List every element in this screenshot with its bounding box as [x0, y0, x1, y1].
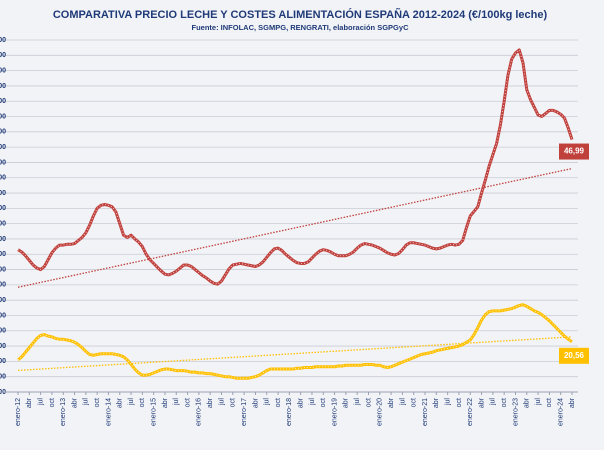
x-tick-label: enero-16: [196, 398, 203, 426]
y-tick-label: 24,00: [0, 312, 6, 319]
x-tick-label: enero-13: [60, 398, 67, 426]
x-tick-label: enero-19: [331, 398, 338, 426]
y-tick-label: 42,00: [0, 175, 6, 182]
x-tick-label: abr: [478, 397, 485, 408]
y-tick-label: 32,00: [0, 251, 6, 258]
x-tick-label: abr: [71, 397, 78, 408]
x-tick-label: oct: [275, 398, 282, 407]
x-tick-label: jul: [264, 398, 271, 406]
y-tick-label: 48,00: [0, 129, 6, 136]
x-tick-label: jul: [354, 398, 361, 406]
x-tick-label: abr: [252, 397, 259, 408]
y-tick-label: 28,00: [0, 282, 6, 289]
x-tick-label: abr: [343, 397, 350, 408]
y-tick-label: 46,00: [0, 144, 6, 151]
x-tick-label: jul: [444, 398, 451, 406]
x-tick-label: jul: [309, 398, 316, 406]
x-tick-label: abr: [569, 397, 576, 408]
end-label-box: [559, 347, 589, 364]
y-tick-label: 40,00: [0, 190, 6, 197]
y-tick-label: 38,00: [0, 205, 6, 212]
x-tick-label: jul: [128, 398, 135, 406]
y-tick-label: 50,00: [0, 113, 6, 120]
x-tick-label: oct: [320, 398, 327, 407]
x-tick-label: abr: [524, 397, 531, 408]
y-tick-label: 44,00: [0, 159, 6, 166]
x-tick-label: enero-12: [15, 398, 22, 426]
x-tick-label: oct: [230, 398, 237, 407]
x-tick-label: enero-18: [286, 398, 293, 426]
y-tick-label: 34,00: [0, 236, 6, 243]
x-tick-label: enero-20: [377, 398, 384, 426]
x-tick-label: abr: [26, 397, 33, 408]
trend-line: [17, 336, 573, 372]
x-tick-label: oct: [184, 398, 191, 407]
x-tick-label: oct: [94, 398, 101, 407]
chart-subtitle: Fuente: INFOLAC, SGMPG, RENGRATI, elabor…: [192, 23, 410, 32]
y-tick-label: 60,00: [0, 37, 6, 44]
x-tick-label: enero-17: [241, 398, 248, 426]
x-tick-label: abr: [207, 397, 214, 408]
end-label: 46,99: [564, 147, 585, 156]
x-tick-label: oct: [546, 398, 553, 407]
y-tick-label: 26,00: [0, 297, 6, 304]
x-tick-label: oct: [49, 398, 56, 407]
y-tick-label: 54,00: [0, 83, 6, 90]
y-tick-label: 20,00: [0, 343, 6, 350]
x-tick-label: oct: [139, 398, 146, 407]
x-tick-label: enero-23: [512, 398, 519, 426]
x-tick-label: enero-21: [422, 398, 429, 426]
end-label: 20,56: [564, 351, 585, 360]
x-tick-label: enero-24: [558, 398, 565, 426]
y-tick-label: 52,00: [0, 98, 6, 105]
chart-title: COMPARATIVA PRECIO LECHE Y COSTES ALIMEN…: [53, 8, 548, 21]
x-tick-label: jul: [490, 398, 497, 406]
x-tick-label: jul: [399, 398, 406, 406]
y-tick-label: 56,00: [0, 67, 6, 74]
series-line: [17, 48, 574, 286]
x-tick-label: jul: [218, 398, 225, 406]
y-tick-label: 58,00: [0, 52, 6, 59]
x-tick-label: abr: [297, 397, 304, 408]
x-tick-label: abr: [162, 397, 169, 408]
y-tick-label: 30,00: [0, 266, 6, 273]
y-tick-label: 36,00: [0, 220, 6, 227]
y-tick-label: 18,00: [0, 358, 6, 365]
trend-line: [17, 167, 573, 288]
x-tick-label: jul: [37, 398, 44, 406]
y-tick-label: 16,00: [0, 374, 6, 381]
x-tick-label: oct: [501, 398, 508, 407]
x-tick-label: jul: [83, 398, 90, 406]
x-tick-label: oct: [411, 398, 418, 407]
end-label-box: [559, 143, 589, 160]
x-tick-label: enero-22: [467, 398, 474, 426]
x-tick-label: enero-14: [105, 398, 112, 426]
x-tick-label: abr: [388, 397, 395, 408]
x-tick-label: abr: [117, 397, 124, 408]
y-tick-label: 22,00: [0, 328, 6, 335]
series-line: [17, 303, 573, 380]
x-tick-label: oct: [456, 398, 463, 407]
x-tick-label: jul: [535, 398, 542, 406]
x-tick-label: jul: [173, 398, 180, 406]
x-tick-label: oct: [365, 398, 372, 407]
x-tick-label: abr: [433, 397, 440, 408]
x-tick-label: enero-15: [151, 398, 158, 426]
